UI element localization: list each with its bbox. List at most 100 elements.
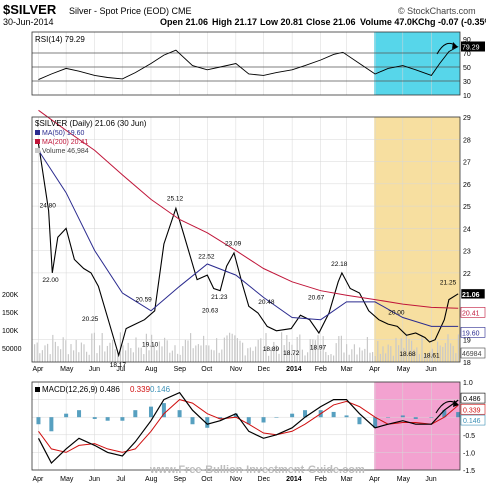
volume-bar [138,347,140,362]
volume-bar [101,333,103,362]
price-x-tick-label: Apr [32,366,44,373]
macd-x-tick-label: Aug [145,476,158,483]
volume-bar [187,340,189,362]
macd-x-tick-label: Mar [341,476,354,483]
volume-bar [106,345,108,362]
price-y-tick-label: 24 [463,226,471,233]
volume-bar [39,353,41,362]
volume-bar [143,354,145,362]
volume-bar [416,347,418,362]
price-highlight [374,117,460,362]
change-value: Chg -0.07 (-0.35%) [418,17,486,27]
volume-bar [242,342,244,362]
volume-bar [299,334,301,362]
price-x-tick-label: Nov [230,366,243,373]
volume-bar [434,355,436,362]
price-x-tick-label: May [60,366,74,373]
rsi-y-tick-label: 90 [463,37,471,44]
price-series-price [37,143,459,358]
volume-bar [213,350,215,362]
volume-bar [135,337,137,362]
volume-bar [426,354,428,362]
rsi-highlight [374,32,460,95]
price-value-box [460,347,486,359]
price-annotation: 18.97 [310,344,327,351]
macd-histogram-bar [205,417,210,428]
volume-bar [114,349,116,362]
macd-x-tick-label: Apr [32,476,44,483]
macd-histogram-bar [357,417,362,425]
volume-bar [80,342,82,362]
price-value-box [460,327,486,338]
volume-bar [314,340,316,362]
volume-bar [127,342,129,362]
price-annotation: 19.10 [142,342,159,349]
volume-bar [268,355,270,362]
rsi-line [38,46,459,81]
volume-bar [444,343,446,362]
macd-histogram-bar [49,417,54,432]
macd-histogram-bar [373,417,378,428]
macd-y-tick-label: -1.5 [463,468,475,475]
series-layer [36,46,461,464]
macd-histogram-bar [429,417,434,418]
macd-value-label: 0.146 [463,418,481,425]
macd-x-tick-label: Jun [89,476,100,483]
volume-bar [387,344,389,362]
volume-bar [169,352,171,362]
macd-histogram-bar [246,417,251,425]
volume-bar [223,337,225,362]
volume-tick-label: 200K [2,292,19,299]
volume-bar [179,354,181,362]
volume-bar [457,334,459,362]
volume-tick-label: 150K [2,310,19,317]
price-annotation: 21.25 [440,280,457,287]
price-value-label: 19.60 [462,330,480,337]
volume-bar [398,345,400,362]
label-layer: Apr Apr May May Jun Jun Jul Jul Aug Aug Sep Sep Oct O… [2,37,486,483]
volume-bar [96,353,98,362]
volume-bar [252,350,254,362]
volume-bar [161,346,163,362]
price-x-tick-label: Sep [174,366,187,373]
macd-legend: MACD(12,26,9) 0.486 [42,385,120,394]
volume-bar [325,351,327,362]
volume-bar [226,335,228,362]
macd-histogram-bar [36,417,41,425]
volume-bar [411,340,413,362]
volume-bar [450,343,452,362]
volume-bar [236,338,238,362]
macd-x-tick-label: 2014 [286,476,302,483]
volume-bar [385,353,387,362]
volume-bar [164,337,166,362]
volume-bar [78,352,80,362]
volume-bar [348,354,350,362]
swatch-ma200 [35,139,40,144]
price-annotation: 21.23 [211,294,228,301]
macd-histogram-bar [386,417,391,418]
macd-value-box [460,403,486,415]
price-x-tick-label: Apr [369,366,381,373]
swatch-ma50 [35,130,40,135]
rsi-legend: RSI(14) 79.29 [35,35,85,44]
volume-bar [125,350,127,362]
price-y-tick-label: 26 [463,182,471,189]
volume-bar [122,345,124,362]
brand: © StockCharts.com [398,6,476,16]
price-annotation: 20.25 [82,316,99,323]
volume-bar [70,344,72,362]
volume-bar [403,347,405,362]
volume-bar [312,339,314,362]
price-annotation: 18.17 [110,362,127,369]
volume-bar [301,349,303,362]
macd-x-tick-label: Sep [174,476,187,483]
volume-bar [62,337,64,362]
price-value-label: 46984 [462,351,482,358]
volume-bar [156,350,158,362]
volume-bar [47,343,49,362]
volume-bar [413,349,415,362]
volume-bar [395,337,397,362]
macd-histogram-bar [148,406,153,418]
volume-bar [377,341,379,362]
legend-volume: Volume 46,984 [42,148,89,155]
